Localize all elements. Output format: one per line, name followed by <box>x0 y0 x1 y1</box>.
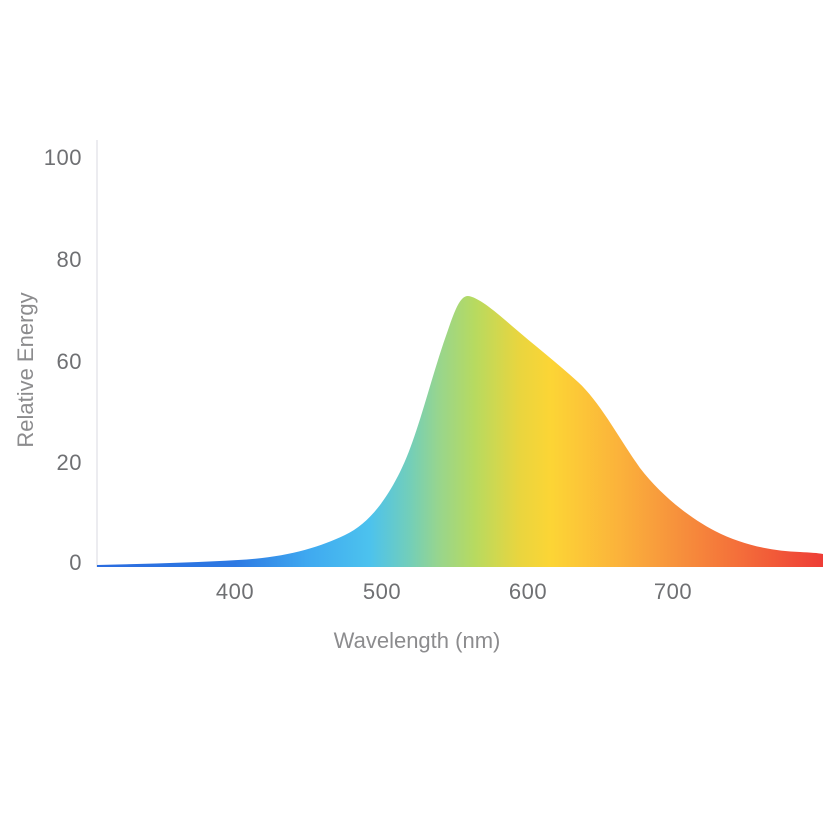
x-tick-label-600: 600 <box>508 579 548 604</box>
y-tick-label-100: 100 <box>43 145 82 170</box>
x-tick-label-400: 400 <box>215 579 255 604</box>
y-tick-label-60: 60 <box>56 349 82 374</box>
y-axis-title: Relative Energy <box>13 292 38 448</box>
x-tick-label-500: 500 <box>362 579 402 604</box>
y-tick-label-80: 80 <box>56 247 82 272</box>
spectral-area-fill <box>97 296 823 567</box>
y-tick-label-0: 0 <box>69 550 82 575</box>
x-axis-title: Wavelength (nm) <box>333 628 501 653</box>
x-tick-label-700: 700 <box>653 579 693 604</box>
y-tick-label-20: 20 <box>56 450 82 475</box>
